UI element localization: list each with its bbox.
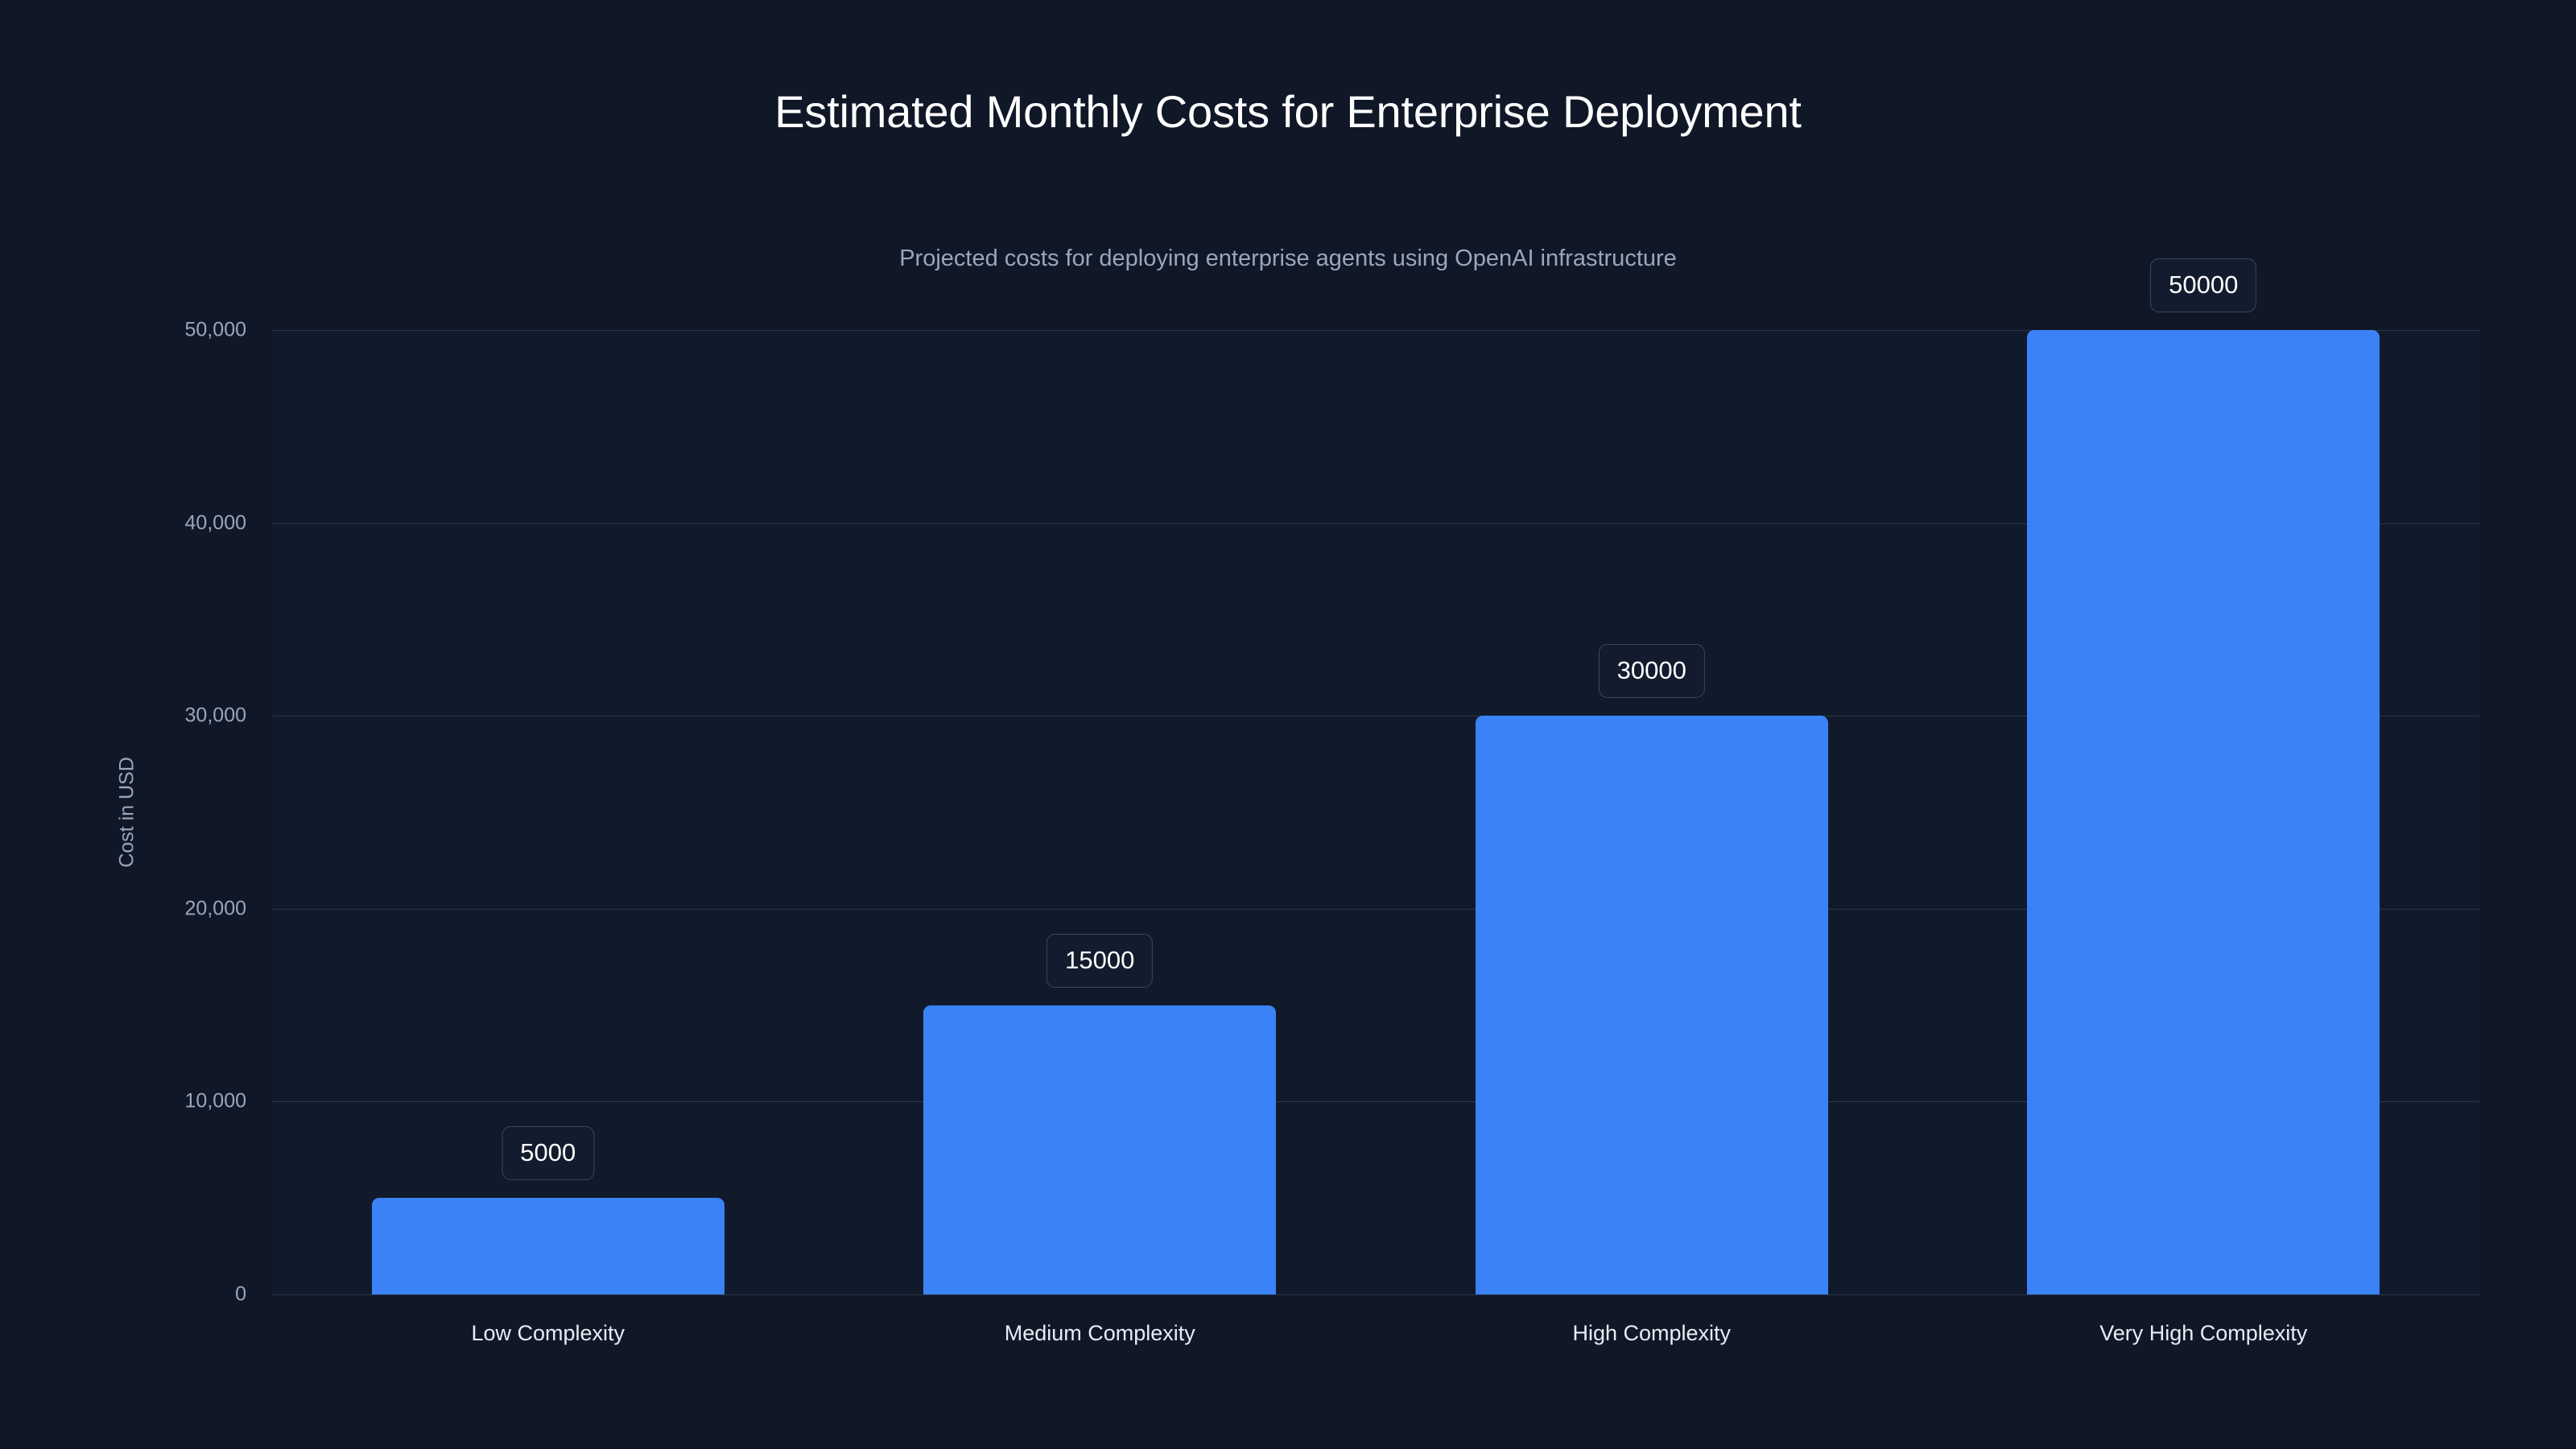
bar[interactable] bbox=[1475, 716, 1828, 1294]
data-label-badge: 15000 bbox=[1046, 933, 1154, 988]
plot-area bbox=[272, 330, 2479, 1295]
gridline bbox=[272, 522, 2479, 524]
y-axis-tick-label: 20,000 bbox=[184, 897, 246, 920]
y-axis-tick-label: 30,000 bbox=[184, 704, 246, 727]
bar[interactable] bbox=[371, 1198, 724, 1294]
x-axis-tick-label: Medium Complexity bbox=[1004, 1321, 1195, 1345]
x-axis-tick-label: Very High Complexity bbox=[2099, 1321, 2308, 1345]
data-label-badge: 5000 bbox=[502, 1126, 595, 1181]
gridline bbox=[272, 908, 2479, 910]
x-axis-tick-label: Low Complexity bbox=[471, 1321, 625, 1345]
gridline bbox=[272, 1294, 2479, 1295]
y-axis-title: Cost in USD bbox=[115, 757, 138, 868]
x-axis-tick-label: High Complexity bbox=[1572, 1321, 1732, 1345]
data-label-badge: 50000 bbox=[2150, 258, 2257, 312]
bar[interactable] bbox=[2027, 330, 2380, 1294]
chart-subtitle: Projected costs for deploying enterprise… bbox=[899, 246, 1677, 271]
y-axis-tick-label: 50,000 bbox=[184, 318, 246, 341]
chart-title: Estimated Monthly Costs for Enterprise D… bbox=[774, 86, 1802, 137]
bar[interactable] bbox=[923, 1005, 1277, 1294]
y-axis-tick-label: 0 bbox=[235, 1282, 246, 1306]
gridline bbox=[272, 1101, 2479, 1103]
gridline bbox=[272, 330, 2479, 331]
y-axis-tick-label: 10,000 bbox=[184, 1089, 246, 1113]
data-label-badge: 30000 bbox=[1598, 644, 1705, 699]
y-axis-tick-label: 40,000 bbox=[184, 511, 246, 535]
